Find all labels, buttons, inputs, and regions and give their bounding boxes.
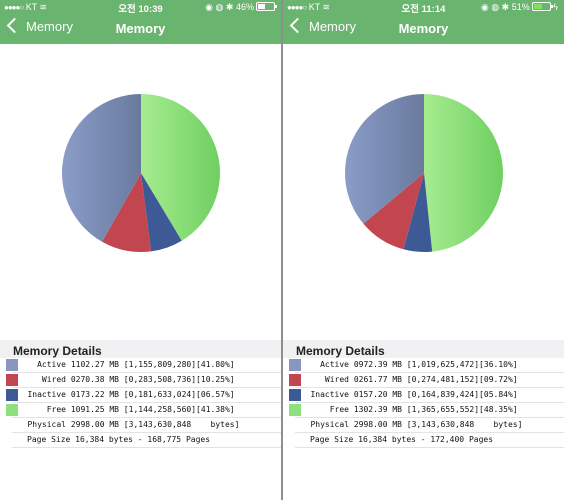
row-wired: Wired 0261.77 MB [0,274,481,152][09.72%] [283, 373, 564, 388]
status-right: ◉ ◍ ✱ 46% [205, 2, 277, 13]
battery-level [533, 4, 542, 9]
details-header [283, 340, 564, 358]
pie-slice-free [424, 94, 504, 252]
status-time: 오전 11:14 [401, 4, 446, 15]
row-physical: Physical 2998.00 MB [3,143,630,848 bytes… [283, 418, 564, 433]
row-page-size: Page Size 16,384 bytes - 172,400 Pages [283, 433, 564, 448]
pie-slice-inactive [403, 173, 433, 252]
battery-icon [531, 2, 553, 11]
memory-screen-left: ●●●●○ KT ≋ 오전 10:39 ◉ ◍ ✱ 46% Memory Mem… [0, 0, 281, 500]
lock-rotation-icon: ◍ [491, 2, 500, 12]
memory-screen-right: ●●●●○ KT ≋ 오전 11:14 ◉ ◍ ✱ 51% ϟ Memory M… [283, 0, 564, 500]
battery-percent: 51% [511, 2, 530, 12]
location-icon: ◉ [480, 2, 489, 12]
pie-slice-inactive [141, 173, 182, 252]
nav-bar: ●●●●○ KT ≋ 오전 11:14 ◉ ◍ ✱ 51% ϟ Memory M… [283, 0, 564, 44]
signal-icon: ●●●●○ [287, 3, 307, 12]
location-icon: ◉ [205, 2, 214, 12]
bluetooth-icon: ✱ [501, 2, 510, 12]
swatch-active [289, 359, 301, 371]
charging-icon: ϟ [553, 2, 558, 12]
pie-slice-free [141, 94, 221, 241]
row-active: Active 1102.27 MB [1,155,809,280][41.80%… [0, 358, 281, 373]
row-label: Free [46, 405, 66, 414]
details-title: Memory Details [296, 344, 385, 358]
status-time: 오전 10:39 [118, 4, 163, 15]
row-value: 0972.39 MB [1,019,625,472][36.10%] [353, 360, 518, 369]
back-button[interactable]: Memory [6, 17, 73, 39]
swatch-free [6, 404, 18, 416]
wifi-icon: ≋ [39, 2, 48, 12]
page-title: Memory [115, 21, 166, 36]
status-bar: ●●●●○ KT ≋ 오전 11:14 ◉ ◍ ✱ 51% ϟ [283, 0, 564, 15]
back-button[interactable]: Memory [289, 17, 356, 39]
row-free: Free 1091.25 MB [1,144,258,560][41.38%] [0, 403, 281, 418]
status-bar: ●●●●○ KT ≋ 오전 10:39 ◉ ◍ ✱ 46% [0, 0, 281, 15]
battery-percent: 46% [235, 2, 254, 12]
pie-slice-active [61, 94, 142, 242]
wifi-icon: ≋ [322, 2, 331, 12]
row-label: Wired [324, 375, 349, 384]
battery-level [258, 4, 265, 9]
row-value: 1102.27 MB [1,155,809,280][41.80%] [70, 360, 235, 369]
bluetooth-icon: ✱ [225, 2, 234, 12]
carrier: ●●●●○ KT ≋ [4, 2, 48, 12]
row-page-size: Page Size 16,384 bytes - 168,775 Pages [0, 433, 281, 448]
swatch-wired [6, 374, 18, 386]
row-label: Physical [310, 420, 349, 429]
row-physical: Physical 2998.00 MB [3,143,630,848 bytes… [0, 418, 281, 433]
row-value: 1302.39 MB [1,365,655,552][48.35%] [353, 405, 518, 414]
row-value: 0157.20 MB [0,164,839,424][05.84%] [353, 390, 518, 399]
row-active: Active 0972.39 MB [1,019,625,472][36.10%… [283, 358, 564, 373]
swatch-active [6, 359, 18, 371]
row-value: 1091.25 MB [1,144,258,560][41.38%] [70, 405, 235, 414]
row-label: Active [37, 360, 66, 369]
signal-icon: ●●●●○ [4, 3, 24, 12]
row-label: Inactive [310, 390, 349, 399]
details-header [0, 340, 281, 358]
row-label: Inactive [27, 390, 66, 399]
swatch-inactive [6, 389, 18, 401]
status-right: ◉ ◍ ✱ 51% ϟ [481, 2, 558, 13]
row-value: 0270.38 MB [0,283,508,736][10.25%] [70, 375, 235, 384]
pie-slice-wired [102, 173, 152, 252]
row-value: Page Size 16,384 bytes - 172,400 Pages [310, 435, 494, 444]
row-wired: Wired 0270.38 MB [0,283,508,736][10.25%] [0, 373, 281, 388]
back-label: Memory [309, 19, 356, 34]
battery-icon [256, 2, 277, 11]
row-value: 0173.22 MB [0,181,633,024][06.57%] [70, 390, 235, 399]
lock-rotation-icon: ◍ [215, 2, 224, 12]
swatch-free [289, 404, 301, 416]
carrier: ●●●●○ KT ≋ [287, 2, 331, 12]
row-free: Free 1302.39 MB [1,365,655,552][48.35%] [283, 403, 564, 418]
row-value: 2998.00 MB [3,143,630,848 bytes] [70, 420, 240, 429]
nav-bar: ●●●●○ KT ≋ 오전 10:39 ◉ ◍ ✱ 46% Memory Mem… [0, 0, 281, 44]
row-value: 0261.77 MB [0,274,481,152][09.72%] [353, 375, 518, 384]
swatch-inactive [289, 389, 301, 401]
row-label: Free [329, 405, 349, 414]
back-label: Memory [26, 19, 73, 34]
row-inactive: Inactive 0173.22 MB [0,181,633,024][06.5… [0, 388, 281, 403]
swatch-wired [289, 374, 301, 386]
pie-slice-wired [363, 173, 424, 250]
details-title: Memory Details [13, 344, 102, 358]
row-label: Physical [27, 420, 66, 429]
row-value: Page Size 16,384 bytes - 168,775 Pages [27, 435, 211, 444]
row-label: Wired [41, 375, 66, 384]
row-inactive: Inactive 0157.20 MB [0,164,839,424][05.8… [283, 388, 564, 403]
memory-pie-chart [61, 94, 221, 252]
row-value: 2998.00 MB [3,143,630,848 bytes] [353, 420, 523, 429]
row-label: Active [320, 360, 349, 369]
pie-slice-active [345, 94, 424, 224]
memory-pie-chart [345, 94, 504, 252]
divider [281, 0, 283, 500]
page-title: Memory [398, 21, 449, 36]
